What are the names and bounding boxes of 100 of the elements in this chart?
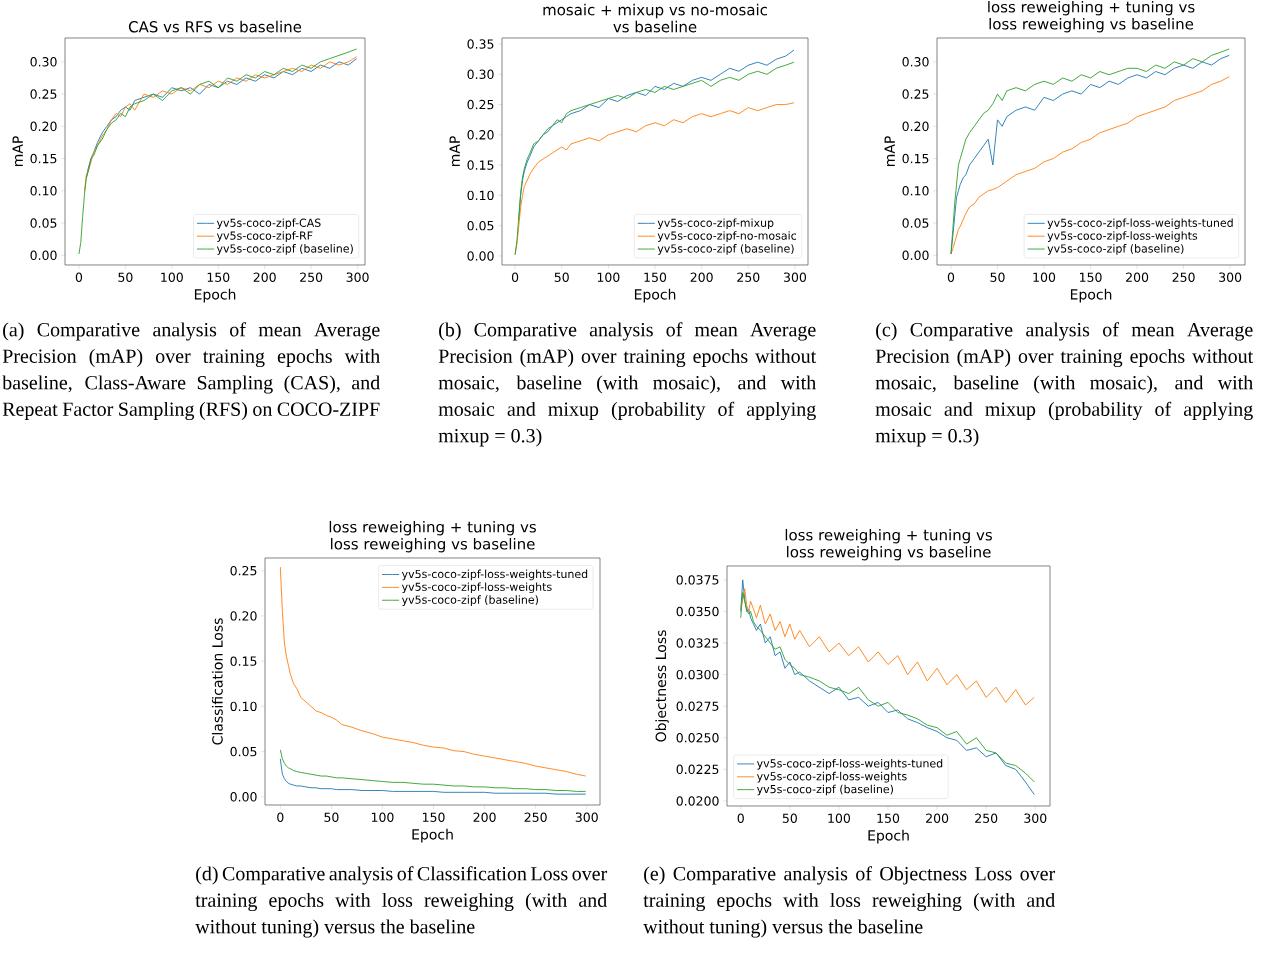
legend-label: yv5s-coco-zipf-CAS	[216, 218, 321, 230]
x-axis-title: Epoch	[1070, 288, 1112, 303]
y-tick-label: 0.20	[30, 121, 57, 132]
y-axis-title: Classification Loss	[211, 618, 223, 745]
y-tick-label: 0.00	[902, 250, 929, 261]
x-tick-label: 150	[422, 812, 445, 822]
y-tick-label: 0.25	[230, 565, 257, 576]
x-tick-label: 0	[947, 272, 955, 282]
x-tick-label: 250	[737, 272, 760, 282]
y-tick-label: 0.25	[30, 89, 57, 99]
chart-title: mosaic + mixup vs no-mosaic	[543, 3, 768, 19]
chart-title: loss reweighing + tuning vs	[988, 0, 1195, 16]
legend-label: yv5s-coco-zipf-loss-weights-tuned	[1047, 218, 1233, 230]
y-tick-label: 0.0225	[676, 764, 719, 775]
x-tick-label: 100	[161, 272, 183, 282]
x-tick-label: 150	[1079, 272, 1102, 282]
text: (b) Comparative analysis of mean Average Precision (mAP) over training epochs without mosaic, baseline (with mosaic), and with mosaic and mixup (probability of applying mixup = 0.3)	[438, 322, 817, 447]
y-tick-label: 0.20	[230, 611, 257, 621]
y-axis-title: mAP	[449, 136, 460, 167]
y-tick-label: 0.0350	[676, 606, 719, 617]
chart-title: CAS vs RFS vs baseline	[128, 20, 302, 33]
y-tick-label: 0.30	[467, 69, 494, 80]
y-tick-label: 0.0375	[676, 575, 719, 585]
x-tick-label: 50	[782, 813, 797, 823]
legend-label: yv5s-coco-zipf (baseline)	[401, 595, 538, 606]
legend-label: yv5s-coco-zipf-RF	[216, 231, 313, 242]
x-tick-label: 100	[371, 812, 394, 822]
x-tick-label: 150	[207, 272, 230, 282]
x-tick-label: 0	[75, 272, 83, 282]
x-tick-label: 200	[1126, 272, 1149, 282]
y-tick-label: 0.10	[902, 186, 929, 196]
x-tick-label: 0	[511, 272, 519, 282]
x-tick-label: 100	[828, 813, 851, 823]
x-tick-label: 250	[300, 272, 323, 282]
legend-label: yv5s-coco-zipf (baseline)	[756, 784, 893, 796]
y-tick-label: 0.15	[230, 656, 257, 666]
y-tick-label: 0.10	[30, 186, 57, 196]
text: (a) Comparative analysis of mean Average Precision (mAP) over training epochs with baseline, Class-Aware Sampling (CAS), and Repeat Factor Sampling (RFS) on COCO-ZIPF	[2, 322, 380, 421]
y-tick-label: 0.0200	[676, 796, 719, 806]
chart-subtitle: loss reweighing vs baseline	[989, 17, 1194, 33]
y-tick-label: 0.00	[230, 792, 257, 802]
legend-label: yv5s-coco-zipf-mixup	[657, 218, 774, 230]
y-tick-label: 0.10	[230, 701, 257, 712]
x-tick-label: 300	[783, 272, 807, 282]
x-tick-label: 50	[324, 812, 339, 822]
y-tick-label: 0.30	[30, 57, 57, 67]
text: (d) Comparative analysis of Classification Loss over training epochs with loss reweighing (with and without tuning) versus the baseline	[195, 866, 608, 938]
x-tick-label: 50	[118, 272, 133, 282]
y-tick-label: 0.10	[467, 190, 494, 201]
y-tick-label: 0.15	[30, 153, 57, 164]
x-tick-label: 300	[346, 272, 369, 282]
y-tick-label: 0.05	[30, 218, 57, 228]
y-tick-label: 0.0300	[676, 669, 719, 680]
chart-subtitle: vs baseline	[613, 20, 697, 33]
legend-label: yv5s-coco-zipf (baseline)	[1047, 244, 1184, 255]
y-tick-label: 0.05	[467, 220, 494, 231]
y-tick-label: 0.00	[30, 250, 57, 261]
x-tick-label: 300	[1024, 813, 1047, 823]
legend-label: yv5s-coco-zipf-loss-weights-tuned	[756, 759, 943, 770]
x-axis-title: Epoch	[412, 828, 453, 843]
y-tick-label: 0.05	[230, 746, 257, 757]
x-tick-label: 250	[975, 813, 998, 823]
y-tick-label: 0.30	[902, 57, 929, 67]
y-axis-title: Objectness Loss	[655, 630, 669, 742]
y-tick-label: 0.25	[902, 89, 929, 99]
legend-label: yv5s-coco-zipf-loss-weights	[1047, 231, 1198, 242]
x-tick-label: 300	[1219, 272, 1242, 282]
x-axis-title: Epoch	[194, 288, 236, 303]
y-tick-label: 0.35	[467, 39, 494, 49]
text: (e) Comparative analysis of Objectness Loss over training epochs with loss reweighing (with and without tuning) versus the baseline	[643, 866, 1056, 938]
y-axis-title: mAP	[884, 136, 895, 167]
x-tick-label: 100	[597, 272, 620, 282]
x-tick-label: 100	[1033, 272, 1056, 282]
text: (c) Comparative analysis of mean Average Precision (mAP) over training epochs without mosaic, baseline (with mosaic), and with mosaic and mixup (probability of applying mixup = 0.3)	[875, 322, 1254, 447]
x-tick-label: 250	[1172, 272, 1195, 282]
legend-label: yv5s-coco-zipf-loss-weights	[401, 582, 552, 594]
chart-subtitle: loss reweighing vs baseline	[787, 545, 991, 561]
y-tick-label: 0.00	[467, 251, 494, 261]
y-tick-label: 0.05	[902, 218, 929, 228]
y-tick-label: 0.0325	[676, 638, 719, 648]
legend-label: yv5s-coco-zipf-loss-weights	[756, 771, 907, 783]
y-tick-label: 0.0250	[676, 733, 719, 743]
legend-label: yv5s-coco-zipf-loss-weights-tuned	[401, 569, 588, 581]
y-tick-label: 0.15	[902, 153, 929, 164]
x-tick-label: 150	[877, 813, 900, 823]
x-tick-label: 50	[554, 272, 569, 282]
x-tick-label: 50	[990, 272, 1005, 282]
x-tick-label: 200	[473, 812, 496, 822]
chart-subtitle: loss reweighing vs baseline	[331, 537, 535, 553]
x-tick-label: 200	[926, 813, 949, 823]
y-tick-label: 0.15	[467, 160, 494, 170]
line-series	[279, 566, 587, 777]
x-tick-label: 0	[277, 812, 284, 822]
legend-label: yv5s-coco-zipf (baseline)	[216, 244, 353, 255]
y-tick-label: 0.25	[467, 99, 494, 110]
y-axis-title: mAP	[12, 136, 23, 167]
chart-title: loss reweighing + tuning vs	[329, 520, 536, 536]
y-tick-label: 0.0275	[676, 701, 719, 711]
x-tick-label: 200	[690, 272, 713, 282]
x-tick-label: 250	[524, 812, 547, 822]
